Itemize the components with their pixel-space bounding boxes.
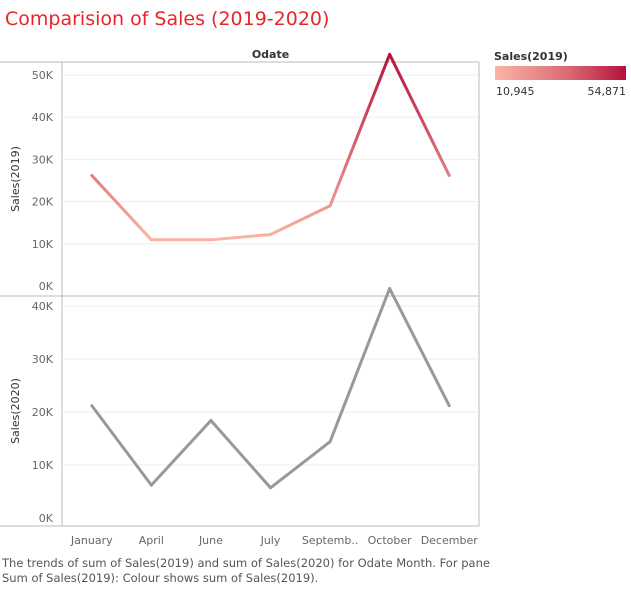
x-tick-label-4: Septemb.. [302, 534, 359, 547]
y-tick-label-2-2: 20K [32, 406, 54, 419]
y-tick-label-2-4: 40K [32, 300, 54, 313]
line-segment-1-2 [211, 235, 271, 240]
y-tick-label-1-4: 40K [32, 111, 54, 124]
x-tick-label-2: June [198, 534, 223, 547]
line-segment-1-4 [330, 54, 390, 205]
caption-line-1: The trends of sum of Sales(2019) and sum… [2, 556, 502, 571]
chart-caption: The trends of sum of Sales(2019) and sum… [2, 556, 502, 586]
line-segment-1-5 [390, 54, 450, 175]
y-tick-label-1-1: 10K [32, 238, 54, 251]
column-header: Odate [252, 48, 289, 61]
caption-line-2: Sum of Sales(2019): Colour shows sum of … [2, 571, 502, 586]
y-tick-label-2-3: 30K [32, 353, 54, 366]
legend-max-label: 54,871 [588, 85, 627, 98]
line-segment-2-0 [92, 406, 152, 486]
line-segment-2-1 [151, 420, 211, 485]
x-tick-label-6: December [421, 534, 479, 547]
y-tick-label-2-0: 0K [39, 512, 54, 525]
line-segment-2-2 [211, 420, 271, 487]
y-tick-label-1-5: 50K [32, 69, 54, 82]
line-segment-1-0 [92, 175, 152, 239]
line-segment-2-4 [330, 289, 390, 442]
y-tick-label-1-0: 0K [39, 280, 54, 293]
legend-min-label: 10,945 [496, 85, 535, 98]
x-tick-label-5: October [368, 534, 412, 547]
legend-title: Sales(2019) [494, 50, 568, 63]
y-axis-title-2: Sales(2020) [9, 378, 22, 444]
y-axis-title-1: Sales(2019) [9, 146, 22, 212]
y-tick-label-1-3: 30K [32, 153, 54, 166]
line-segment-1-3 [271, 206, 331, 235]
x-tick-label-0: January [70, 534, 113, 547]
y-tick-label-1-2: 20K [32, 196, 54, 209]
y-tick-label-2-1: 10K [32, 459, 54, 472]
x-tick-label-1: April [139, 534, 164, 547]
legend-color-ramp [495, 66, 626, 80]
x-tick-label-3: July [260, 534, 281, 547]
